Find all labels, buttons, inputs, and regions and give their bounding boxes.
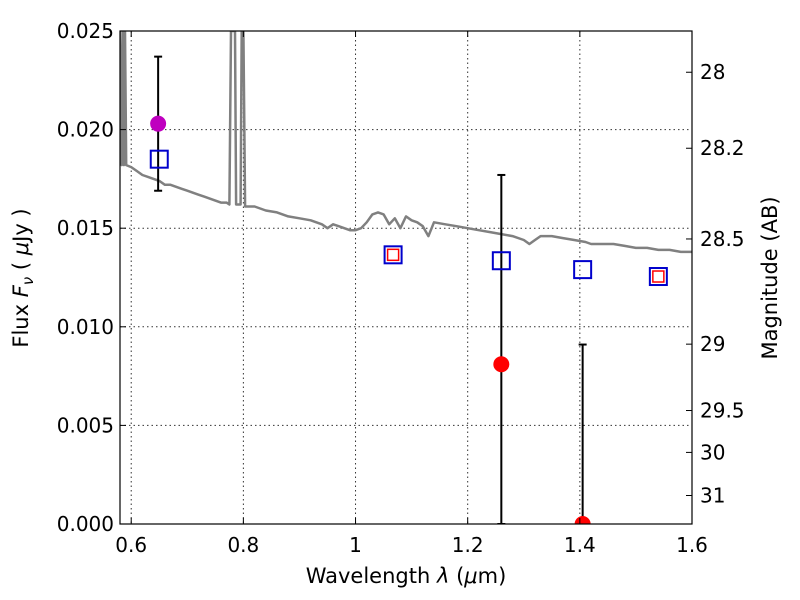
y2-tick-label-6: 31 xyxy=(700,483,725,507)
y2-axis-title: Magnitude (AB) xyxy=(758,196,782,359)
x-axis-ticks: 0.6 0.8 1 1.2 1.4 1.6 xyxy=(115,31,708,557)
x-tick-label-3: 1.2 xyxy=(452,533,484,557)
y-axis-title: Flux Fν ( μJy ) xyxy=(9,208,37,347)
y2-tick-label-3: 29 xyxy=(700,332,725,356)
model-square-3 xyxy=(573,260,593,280)
y2-tick-label-2: 28.5 xyxy=(700,227,745,251)
y2-tick-label-4: 29.5 xyxy=(700,399,745,423)
x-tick-label-4: 1.4 xyxy=(564,533,596,557)
y-tick-label-0: 0.000 xyxy=(57,512,114,536)
plot-frame xyxy=(119,30,693,525)
y-tick-label-2: 0.010 xyxy=(57,315,114,339)
model-spectrum-line xyxy=(120,31,692,254)
model-square-1 xyxy=(383,245,403,265)
x-tick-label-2: 1 xyxy=(349,533,362,557)
plot-background xyxy=(120,31,692,524)
observed-point-0 xyxy=(150,115,167,132)
y-tick-label-3: 0.015 xyxy=(57,216,114,240)
model-square-0 xyxy=(149,149,169,169)
model-square-4 xyxy=(648,267,668,287)
y-tick-label-1: 0.005 xyxy=(57,413,114,437)
y-tick-label-5: 0.025 xyxy=(57,19,114,43)
inner-square-1 xyxy=(652,270,665,283)
y2-axis-ticks: 28 28.2 28.5 29 29.5 30 31 xyxy=(686,60,745,507)
y2-tick-label-0: 28 xyxy=(700,60,725,84)
x-tick-label-0: 0.6 xyxy=(115,533,147,557)
y2-tick-label-1: 28.2 xyxy=(700,136,745,160)
observed-points xyxy=(150,115,591,524)
x-tick-label-5: 1.6 xyxy=(676,533,708,557)
y-tick-label-4: 0.020 xyxy=(57,118,114,142)
observed-point-2 xyxy=(574,516,591,524)
model-square-2 xyxy=(491,251,511,271)
x-tick-label-1: 0.8 xyxy=(227,533,259,557)
x-axis-title: Wavelength λ (μm) xyxy=(306,564,507,588)
observed-point-1 xyxy=(493,356,510,373)
model-squares xyxy=(149,149,668,287)
inner-square-0 xyxy=(386,248,400,262)
y-axis-ticks: 0.000 0.005 0.010 0.015 0.020 0.025 xyxy=(57,19,126,536)
y2-tick-label-5: 30 xyxy=(700,440,725,464)
